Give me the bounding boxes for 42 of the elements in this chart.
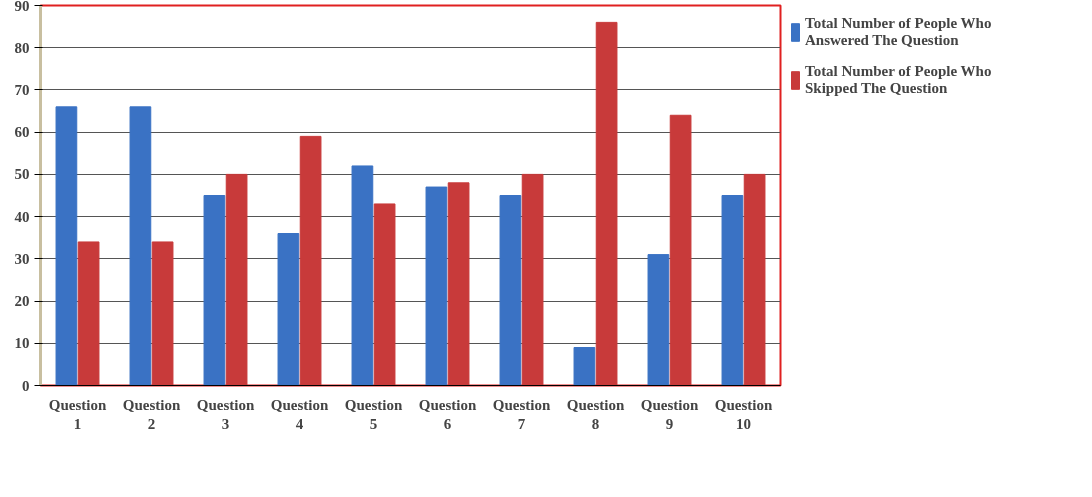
bar	[595, 21, 618, 386]
bar	[669, 114, 692, 386]
bar	[151, 241, 174, 386]
bar	[203, 195, 226, 386]
y-tick-label: 10	[14, 335, 30, 352]
bar	[743, 173, 766, 386]
y-tick-label: 60	[14, 124, 30, 141]
legend-label: Total Number of People Who Skipped The Question	[805, 63, 992, 97]
y-tick-label: 50	[14, 166, 30, 183]
x-tick-label: Question 10	[714, 396, 773, 432]
bar	[425, 186, 448, 386]
bar	[77, 241, 100, 386]
x-tick-label: Question 6	[418, 396, 477, 432]
y-tick-label: 0	[22, 377, 30, 394]
bar	[351, 165, 374, 386]
y-tick-label: 80	[14, 39, 30, 56]
bar	[299, 135, 322, 386]
bar	[521, 173, 544, 386]
y-tick-label: 90	[14, 0, 30, 14]
bar	[129, 106, 152, 386]
bar	[225, 173, 248, 386]
legend-label: Total Number of People Who Answered The Question	[805, 15, 992, 49]
bar	[277, 233, 300, 386]
x-tick-label: Question 1	[48, 396, 107, 432]
y-tick-label: 30	[14, 250, 30, 267]
bar	[721, 195, 744, 386]
bar	[499, 195, 522, 386]
bar	[373, 203, 396, 386]
bar	[573, 347, 596, 386]
x-tick-label: Question 5	[344, 396, 403, 432]
y-tick-label: 70	[14, 81, 30, 98]
y-tick-label: 40	[14, 208, 30, 225]
x-tick-label: Question 2	[122, 396, 181, 432]
x-tick-label: Question 7	[492, 396, 551, 432]
x-tick-label: Question 3	[196, 396, 255, 432]
y-tick-label: 20	[14, 293, 30, 310]
x-tick-label: Question 4	[270, 396, 329, 432]
bar	[447, 182, 470, 386]
x-tick-label: Question 8	[566, 396, 625, 432]
x-tick-label: Question 9	[640, 396, 699, 432]
bar	[647, 254, 670, 386]
bar	[55, 106, 78, 386]
